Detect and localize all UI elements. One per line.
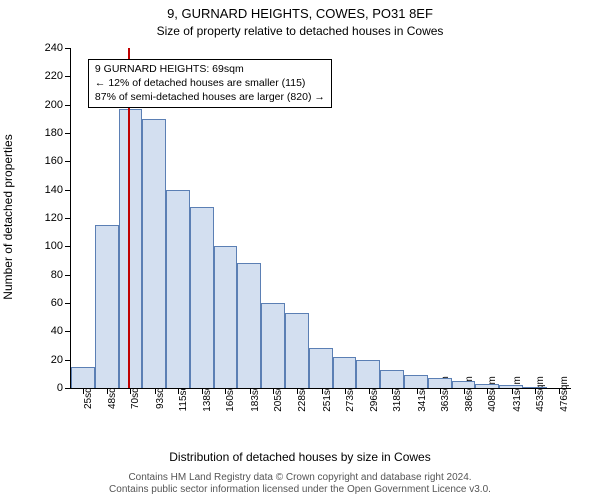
y-tick-label: 240 <box>45 42 63 54</box>
chart-container: 9, GURNARD HEIGHTS, COWES, PO31 8EF Size… <box>0 0 600 500</box>
copyright-text: Contains HM Land Registry data © Crown c… <box>0 472 600 496</box>
y-axis-label: Number of detached properties <box>1 134 15 299</box>
chart-title-main: 9, GURNARD HEIGHTS, COWES, PO31 8EF <box>0 6 600 21</box>
y-tick-label: 120 <box>45 212 63 224</box>
histogram-bar <box>285 313 309 388</box>
y-tick-label: 200 <box>45 99 63 111</box>
y-tick-label: 60 <box>51 297 63 309</box>
histogram-bar <box>166 190 190 388</box>
chart-title-sub: Size of property relative to detached ho… <box>0 24 600 38</box>
histogram-bar <box>333 357 357 388</box>
histogram-bar <box>380 370 404 388</box>
histogram-bar <box>428 378 452 388</box>
y-tick <box>65 218 71 219</box>
copyright-line-2: Contains public sector information licen… <box>0 484 600 496</box>
histogram-bar <box>475 384 499 388</box>
y-tick <box>65 331 71 332</box>
y-tick <box>65 303 71 304</box>
x-tick-label: 408sqm <box>487 376 498 412</box>
y-tick <box>65 246 71 247</box>
y-tick-label: 20 <box>51 354 63 366</box>
x-tick-label: 453sqm <box>535 376 546 412</box>
annotation-line: ← 12% of detached houses are smaller (11… <box>95 77 325 91</box>
histogram-bar <box>119 109 143 388</box>
histogram-bar <box>404 375 428 388</box>
histogram-bar <box>523 387 547 388</box>
y-tick-label: 0 <box>57 382 63 394</box>
y-tick <box>65 275 71 276</box>
copyright-line-1: Contains HM Land Registry data © Crown c… <box>0 472 600 484</box>
y-tick <box>65 388 71 389</box>
annotation-line: 9 GURNARD HEIGHTS: 69sqm <box>95 63 325 77</box>
y-tick <box>65 190 71 191</box>
histogram-bar <box>190 207 214 388</box>
annotation-line: 87% of semi-detached houses are larger (… <box>95 91 325 105</box>
histogram-bar <box>237 263 261 388</box>
histogram-bar <box>214 246 238 388</box>
y-tick-label: 180 <box>45 127 63 139</box>
y-tick <box>65 161 71 162</box>
y-tick-label: 220 <box>45 70 63 82</box>
y-tick-label: 40 <box>51 325 63 337</box>
y-tick <box>65 48 71 49</box>
histogram-bar <box>142 119 166 388</box>
annotation-box: 9 GURNARD HEIGHTS: 69sqm← 12% of detache… <box>88 59 332 108</box>
plot-area: 02040608010012014016018020022024025sqm48… <box>70 48 571 389</box>
x-axis-label: Distribution of detached houses by size … <box>0 450 600 464</box>
y-tick <box>65 105 71 106</box>
histogram-bar <box>356 360 380 388</box>
y-tick-label: 100 <box>45 240 63 252</box>
histogram-bar <box>499 385 523 388</box>
histogram-bar <box>452 381 476 388</box>
y-tick-label: 80 <box>51 269 63 281</box>
histogram-bar <box>261 303 285 388</box>
y-tick <box>65 133 71 134</box>
histogram-bar <box>95 225 119 388</box>
y-tick <box>65 360 71 361</box>
x-tick-label: 476sqm <box>559 376 570 412</box>
y-tick <box>65 76 71 77</box>
histogram-bar <box>309 348 333 388</box>
y-tick-label: 160 <box>45 155 63 167</box>
x-tick-label: 431sqm <box>512 376 523 412</box>
y-tick-label: 140 <box>45 184 63 196</box>
histogram-bar <box>71 367 95 388</box>
